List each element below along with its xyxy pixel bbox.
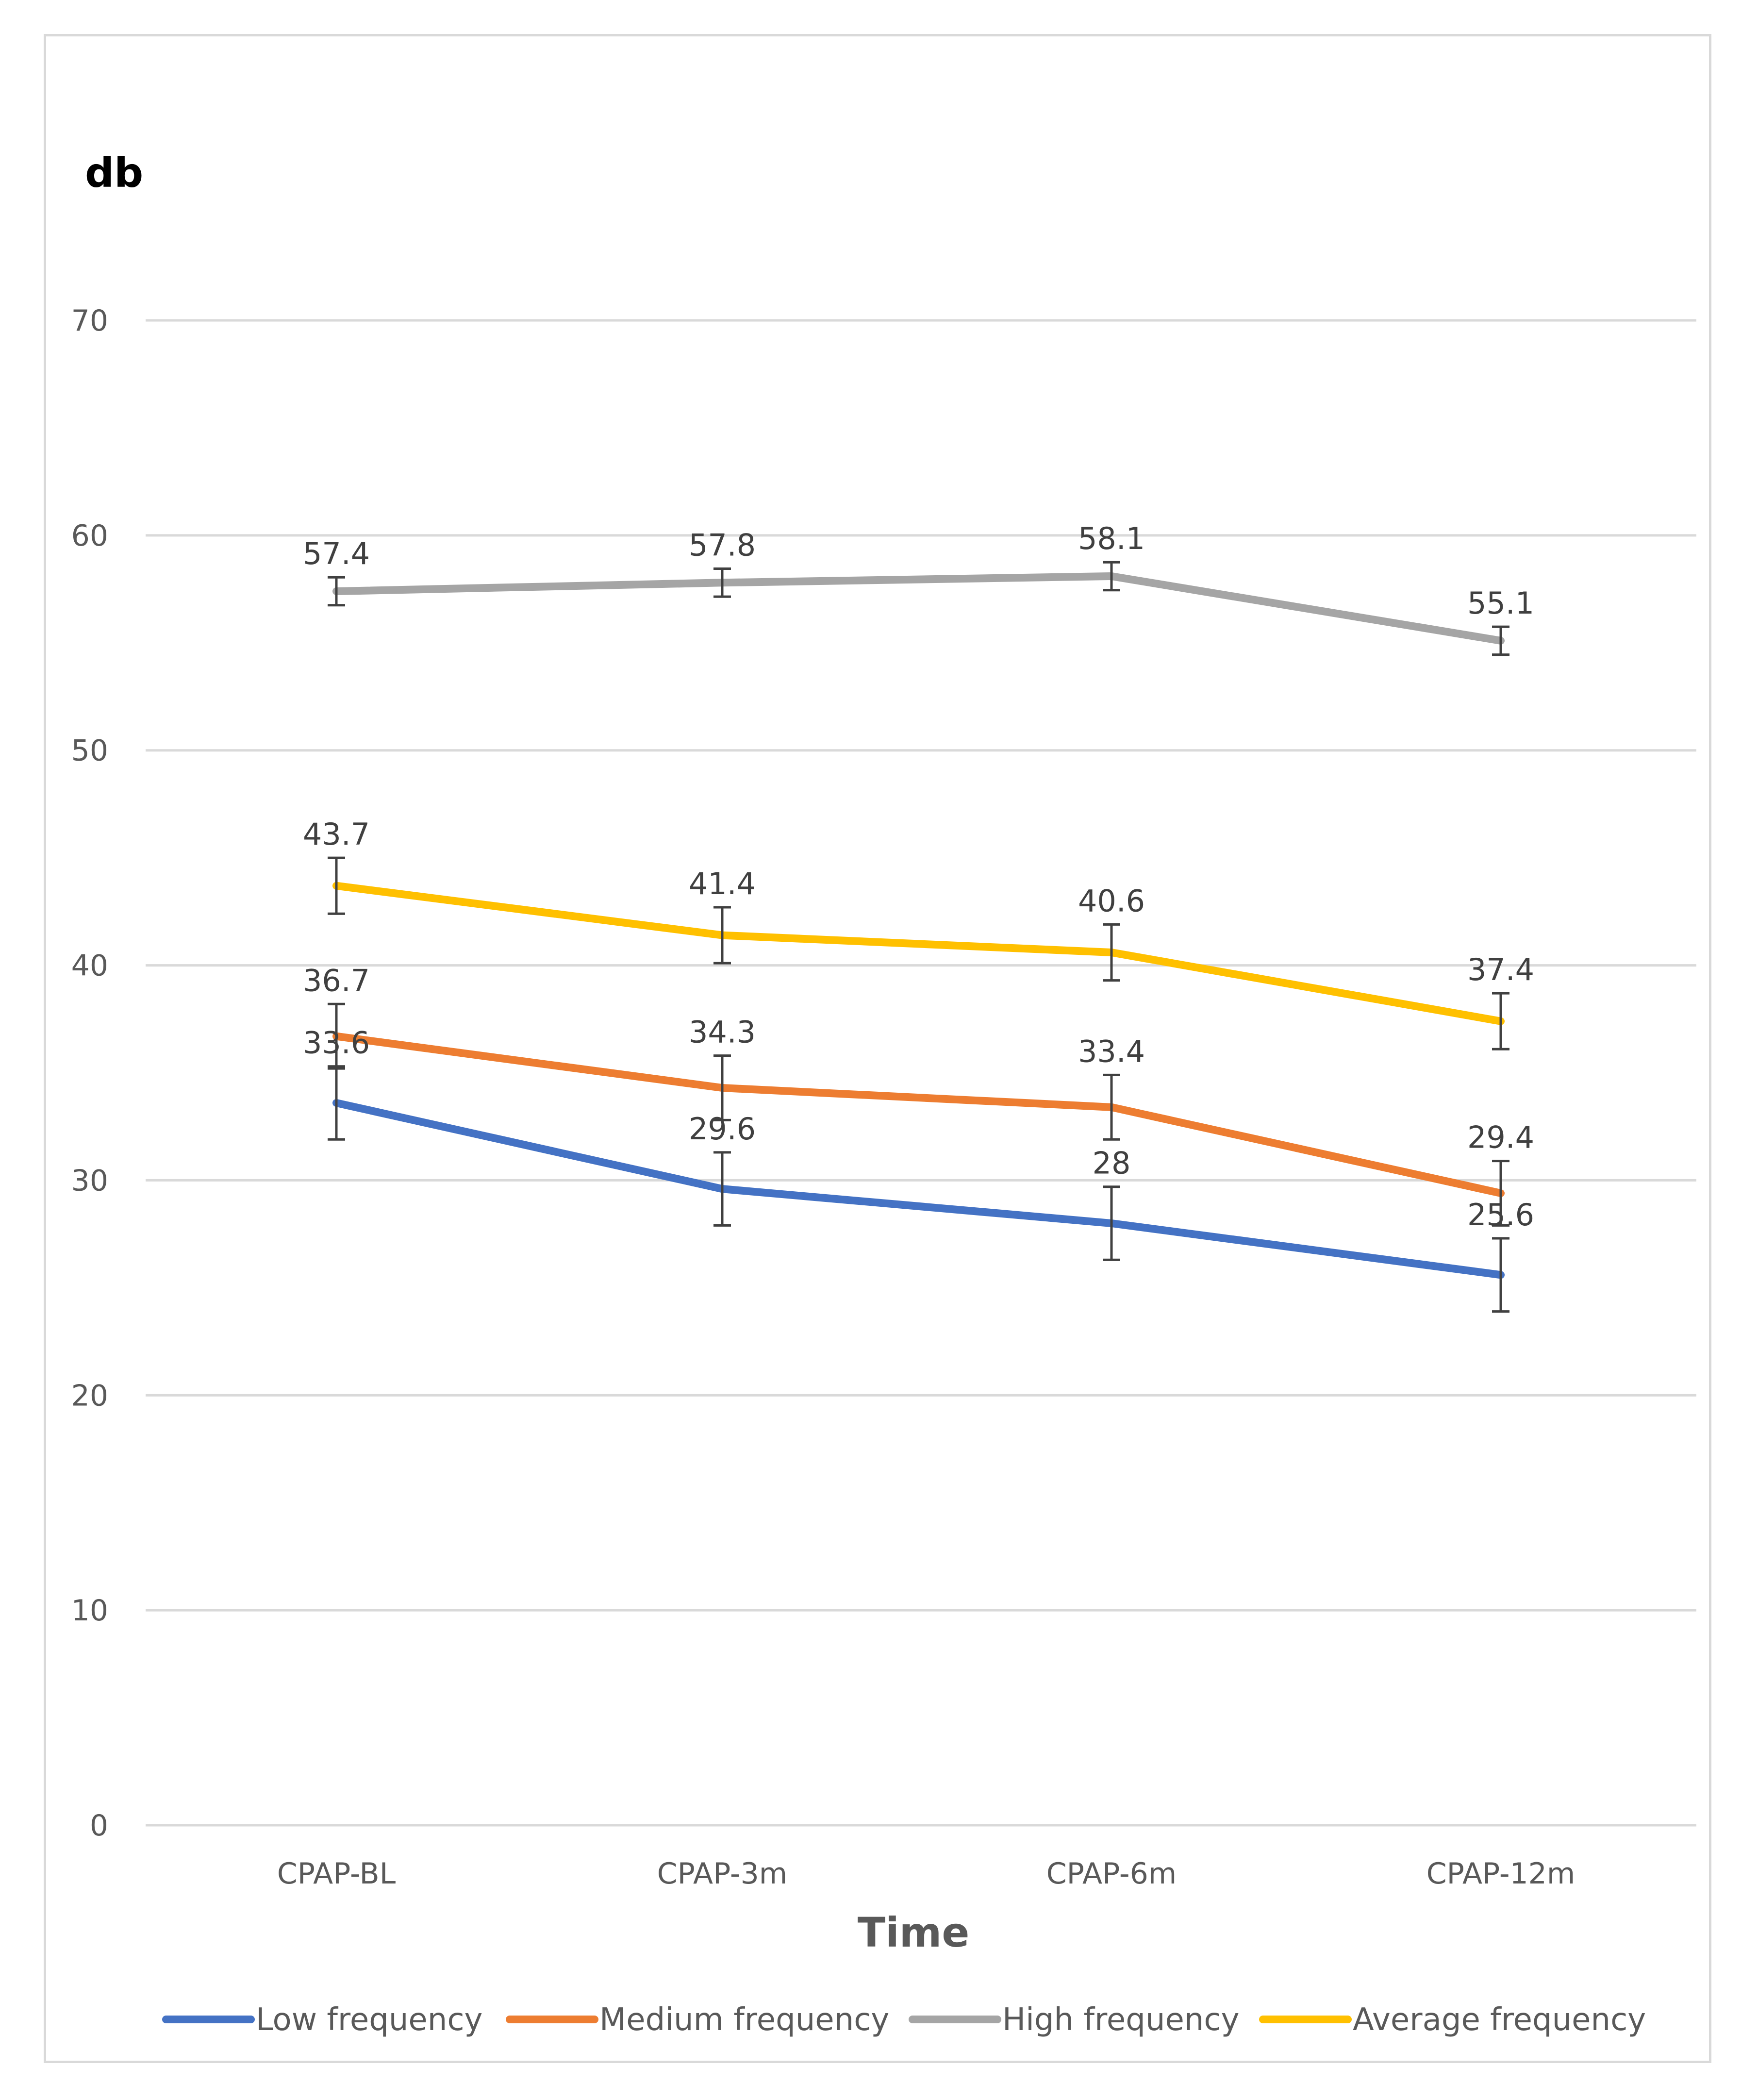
y-tick-label: 30 [71,1164,108,1198]
gridlines [146,319,1696,1827]
data-label: 29.4 [1467,1120,1534,1155]
y-tick-label: 10 [71,1594,108,1628]
data-label: 33.4 [1078,1033,1145,1069]
chart-frame: 0 10 20 30 40 50 60 70 CPAP-BL CPAP-3m CPAP-6m CPA… [44,34,1711,2063]
data-label: 40.6 [1078,883,1145,918]
series-line-medium-frequency [332,1032,1505,1197]
legend-label: High frequency [1002,2002,1239,2038]
legend-label: Medium frequency [599,2002,889,2038]
data-label: 41.4 [689,866,756,901]
y-tick-label: 40 [71,949,108,983]
x-tick-label: CPAP-3m [657,1857,787,1891]
data-label: 55.1 [1467,585,1534,621]
legend-item-high-frequency: High frequency [909,2002,1239,2038]
y-tick-label: 50 [71,734,108,768]
legend-item-low-frequency: Low frequency [162,2002,482,2038]
error-bar [713,1054,731,1121]
error-bar [1103,1073,1120,1141]
error-bar [713,1151,731,1227]
data-label: 57.4 [303,536,370,571]
y-tick-label: 20 [71,1379,108,1413]
data-label: 28 [1093,1146,1131,1181]
data-label: 43.7 [303,817,370,852]
series-line-average-frequency [332,882,1505,1025]
error-bar [1103,1185,1120,1261]
error-bar [713,906,731,965]
y-tick-label: 70 [71,304,108,338]
error-bar [1492,625,1509,656]
x-tick-label: CPAP-6m [1046,1857,1177,1891]
x-tick-label: CPAP-BL [277,1857,396,1891]
error-bar [328,856,345,915]
series-lines [332,572,1505,1279]
data-labels: 33.6 29.6 28 25.6 36.7 34.3 33.4 29.4 57.4 57.8 58… [303,521,1534,1233]
y-tick-label: 60 [71,519,108,553]
data-label: 29.6 [689,1111,756,1147]
error-bars [328,561,1509,1313]
error-bar [1103,561,1120,592]
data-label: 36.7 [303,963,370,998]
error-bar [1492,1160,1509,1227]
data-label: 58.1 [1078,521,1145,556]
error-bar [328,576,345,607]
error-bar [1492,992,1509,1050]
x-axis-ticks: CPAP-BL CPAP-3m CPAP-6m CPAP-12m [277,1857,1575,1891]
legend-label: Average frequency [1353,2002,1646,2038]
y-axis-title: db [85,149,143,197]
data-label: 25.6 [1467,1197,1534,1233]
y-tick-label: 0 [90,1809,108,1843]
series-line-high-frequency [332,572,1505,645]
legend-item-average-frequency: Average frequency [1259,2002,1646,2038]
error-bar [1103,923,1120,982]
data-label: 57.8 [689,528,756,563]
legend-label: Low frequency [256,2002,482,2038]
y-axis-ticks: 0 10 20 30 40 50 60 70 [71,304,108,1843]
series-line-low-frequency [332,1099,1505,1279]
x-tick-label: CPAP-12m [1426,1857,1576,1891]
data-label: 37.4 [1467,952,1534,987]
x-axis-title: Time [858,1909,970,1956]
legend-item-medium-frequency: Medium frequency [506,2002,889,2038]
legend: Low frequency Medium frequency High freque… [162,2002,1646,2038]
error-bar [328,1002,345,1070]
error-bar [1492,1237,1509,1313]
error-bar [713,567,731,598]
data-label: 33.6 [303,1025,370,1061]
data-label: 34.3 [689,1015,756,1050]
